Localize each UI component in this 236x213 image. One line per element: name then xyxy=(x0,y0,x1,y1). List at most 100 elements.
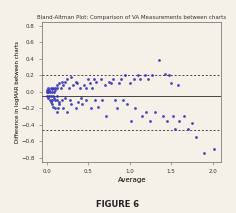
Point xyxy=(182,115,185,118)
Point xyxy=(45,94,48,98)
Point xyxy=(105,115,108,118)
Point xyxy=(55,98,59,102)
Point xyxy=(153,111,156,114)
Point xyxy=(49,86,53,89)
Point xyxy=(53,88,57,92)
Point xyxy=(92,78,96,81)
Point xyxy=(51,94,55,98)
Point xyxy=(47,94,51,98)
Point xyxy=(173,127,177,130)
Point xyxy=(63,80,67,83)
Point xyxy=(150,73,154,77)
Point xyxy=(119,78,123,81)
Point xyxy=(115,106,119,110)
Point xyxy=(76,82,79,85)
Point xyxy=(45,90,48,94)
Point xyxy=(57,100,61,103)
Point xyxy=(93,98,97,102)
Point xyxy=(60,98,63,102)
Point xyxy=(146,78,150,81)
Point xyxy=(165,119,169,122)
Point xyxy=(100,98,104,102)
Point xyxy=(76,100,80,103)
Point xyxy=(138,78,141,81)
Point xyxy=(140,115,144,118)
Point xyxy=(55,86,59,89)
Point xyxy=(125,102,129,106)
Point xyxy=(190,121,194,125)
Point xyxy=(70,75,73,79)
Point xyxy=(89,106,93,110)
Y-axis label: Difference in logMAR between charts: Difference in logMAR between charts xyxy=(15,41,20,143)
Point xyxy=(82,83,86,87)
Point xyxy=(132,78,136,81)
X-axis label: Average: Average xyxy=(118,177,146,183)
Point xyxy=(71,83,75,87)
Point xyxy=(194,135,198,139)
Point xyxy=(143,73,147,77)
Point xyxy=(169,82,173,85)
Point xyxy=(157,59,160,62)
Point xyxy=(90,86,94,89)
Point xyxy=(74,106,77,110)
Title: Bland-Altman Plot: Comparison of VA Measurements between charts: Bland-Altman Plot: Comparison of VA Meas… xyxy=(37,15,226,20)
Point xyxy=(52,97,56,100)
Point xyxy=(63,97,67,100)
Point xyxy=(186,127,190,130)
Point xyxy=(51,98,54,102)
Point xyxy=(55,83,59,87)
Point xyxy=(56,106,60,110)
Point xyxy=(148,119,152,122)
Point xyxy=(111,78,115,81)
Point xyxy=(94,80,98,83)
Point xyxy=(45,88,48,92)
Point xyxy=(113,98,117,102)
Point xyxy=(80,102,84,106)
Point xyxy=(46,86,50,89)
Point xyxy=(121,98,125,102)
Point xyxy=(47,88,51,92)
Point xyxy=(49,94,53,98)
Point xyxy=(57,102,61,106)
Point xyxy=(51,90,54,94)
Point xyxy=(59,86,63,89)
Point xyxy=(51,105,55,108)
Point xyxy=(49,100,53,103)
Point xyxy=(84,98,88,102)
Point xyxy=(212,148,216,151)
Point xyxy=(161,115,165,118)
Point xyxy=(50,102,53,106)
Point xyxy=(53,98,57,102)
Point xyxy=(136,73,140,77)
Point xyxy=(99,78,102,81)
Point xyxy=(46,90,50,94)
Text: FIGURE 6: FIGURE 6 xyxy=(97,200,139,209)
Point xyxy=(61,83,65,87)
Point xyxy=(61,106,65,110)
Point xyxy=(107,80,111,83)
Point xyxy=(51,86,55,89)
Point xyxy=(80,97,83,100)
Point xyxy=(70,102,73,106)
Point xyxy=(67,86,71,89)
Point xyxy=(128,82,131,85)
Point xyxy=(48,98,52,102)
Point xyxy=(109,82,112,85)
Point xyxy=(46,97,50,100)
Point xyxy=(88,82,92,85)
Point xyxy=(48,90,52,94)
Point xyxy=(177,119,181,122)
Point xyxy=(134,106,137,110)
Point xyxy=(53,106,57,110)
Point xyxy=(176,83,180,87)
Point xyxy=(84,86,88,89)
Point xyxy=(117,82,121,85)
Point xyxy=(163,72,166,75)
Point xyxy=(60,80,63,83)
Point xyxy=(55,111,59,114)
Point xyxy=(78,86,82,89)
Point xyxy=(86,78,90,81)
Point xyxy=(52,90,56,94)
Point xyxy=(65,78,69,81)
Point xyxy=(144,111,148,114)
